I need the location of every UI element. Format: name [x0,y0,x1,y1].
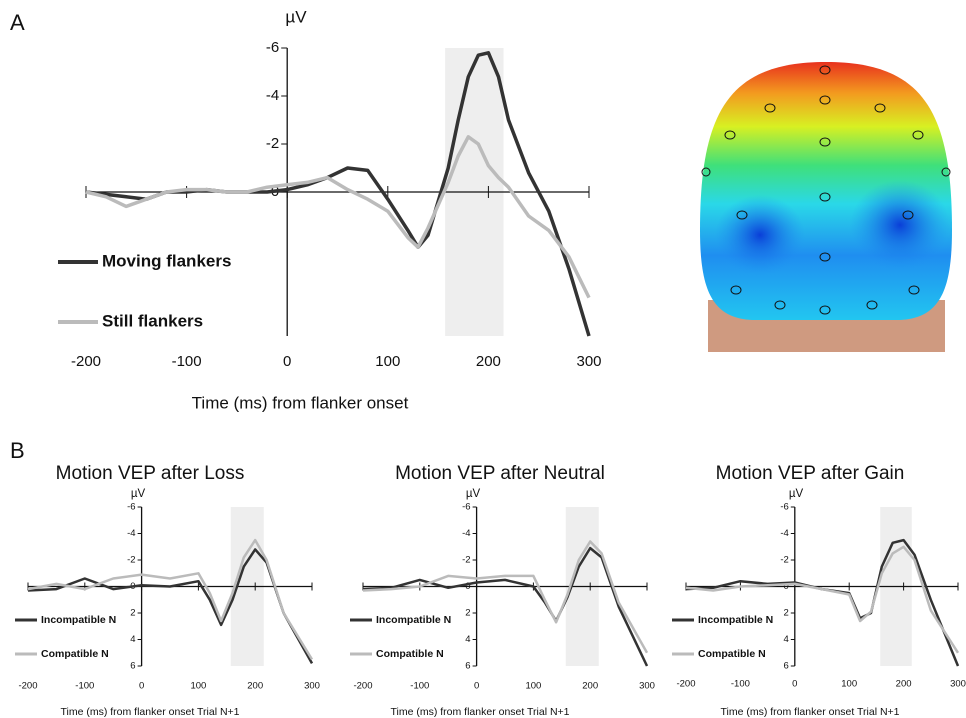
x-axis-label: Time (ms) from flanker onset Trial N+1 [720,706,899,718]
y-axis-label: µV [285,7,307,26]
chart-title: Motion VEP after Neutral [395,463,605,484]
x-tick-label: 300 [576,353,601,370]
y-tick-label: 6 [130,661,135,672]
y-tick-label: -2 [462,555,470,566]
series-line [27,548,314,665]
series-line [685,545,960,654]
legend-label: Incompatible N [698,614,773,626]
legend-label: Moving flankers [102,251,231,270]
x-tick-label: 200 [582,681,598,692]
x-tick-label: 300 [304,681,320,692]
x-tick-label: 300 [950,679,966,690]
y-tick-label: 4 [465,634,470,645]
x-tick-label: 100 [375,353,400,370]
blue-area [850,180,950,270]
legend-label: Compatible N [698,648,766,660]
x-tick-label: 100 [841,679,857,690]
x-tick-label: 100 [525,681,541,692]
y-tick-label: -6 [462,502,470,513]
y-tick-label: 0 [465,581,470,592]
x-tick-label: 200 [896,679,912,690]
y-tick-label: 2 [465,608,470,619]
x-tick-label: 300 [639,681,655,692]
panel-label: A [10,10,25,35]
legend-label: Compatible N [376,648,444,660]
electrodes [701,65,951,315]
x-axis-label: Time (ms) from flanker onset Trial N+1 [60,706,239,718]
y-tick-label: -2 [780,555,788,566]
y-tick-label: 0 [784,581,789,592]
y-axis-label: µV [131,488,146,500]
y-tick-label: -4 [266,87,279,104]
chart-title: Motion VEP after Loss [56,463,245,484]
y-tick-label: -6 [127,502,135,513]
panel-label: B [10,438,25,463]
y-tick-label: -4 [127,528,135,539]
x-tick-label: -200 [676,679,695,690]
series-line [85,51,591,337]
x-tick-label: 200 [247,681,263,692]
x-axis-label: Time (ms) from flanker onset Trial N+1 [390,706,569,718]
x-tick-label: 0 [283,353,291,370]
blue-area [715,195,805,275]
x-tick-label: -200 [71,353,101,370]
y-tick-label: -6 [266,39,279,56]
series-line [85,135,591,299]
y-tick-label: 6 [465,661,470,672]
x-tick-label: -200 [18,681,37,692]
y-tick-label: -4 [780,528,788,539]
x-tick-label: -100 [410,681,429,692]
x-tick-label: -100 [75,681,94,692]
x-tick-label: 200 [476,353,501,370]
x-tick-label: 0 [474,681,479,692]
series-line [27,538,314,661]
legend-label: Still flankers [102,311,203,330]
y-tick-label: 2 [130,608,135,619]
y-tick-label: -4 [462,528,470,539]
x-axis-label: Time (ms) from flanker onset [192,393,409,412]
chart-title: Motion VEP after Gain [716,463,905,484]
x-tick-label: 0 [792,679,797,690]
x-tick-label: -200 [353,681,372,692]
y-tick-label: 6 [784,661,789,672]
y-tick-label: 4 [784,634,789,645]
legend-label: Incompatible N [376,614,451,626]
y-tick-label: -2 [127,555,135,566]
x-tick-label: -100 [731,679,750,690]
y-tick-label: 2 [784,608,789,619]
legend-label: Incompatible N [41,614,116,626]
series-line [362,540,649,654]
y-axis-label: µV [466,488,481,500]
x-tick-label: 0 [139,681,144,692]
x-tick-label: 100 [190,681,206,692]
head-map [700,62,952,352]
y-axis-label: µV [789,488,804,500]
y-tick-label: -2 [266,135,279,152]
legend-label: Compatible N [41,648,109,660]
y-tick-label: 4 [130,634,135,645]
y-tick-label: -6 [780,502,788,513]
x-tick-label: -100 [172,353,202,370]
